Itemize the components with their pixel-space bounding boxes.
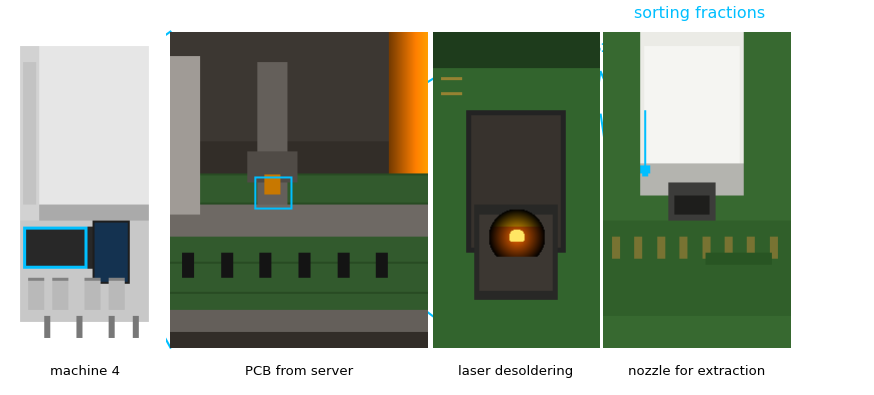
Text: sorting fractions: sorting fractions (634, 6, 765, 21)
Polygon shape (683, 71, 707, 178)
Text: nozzle for extraction: nozzle for extraction (628, 365, 766, 378)
Text: S3: S3 (655, 42, 672, 55)
Text: laser desoldering: laser desoldering (458, 365, 573, 378)
Text: machine 4: machine 4 (50, 365, 121, 378)
Text: FPP2: FPP2 (751, 42, 784, 55)
Text: S4: S4 (688, 42, 705, 55)
Text: S2: S2 (625, 42, 642, 55)
Polygon shape (594, 71, 622, 178)
Polygon shape (744, 71, 773, 178)
Text: SCO: SCO (718, 42, 746, 55)
Polygon shape (652, 71, 676, 178)
Text: S1: S1 (592, 42, 609, 55)
Text: PCB from server: PCB from server (246, 365, 353, 378)
Polygon shape (625, 71, 649, 178)
Polygon shape (715, 71, 739, 178)
